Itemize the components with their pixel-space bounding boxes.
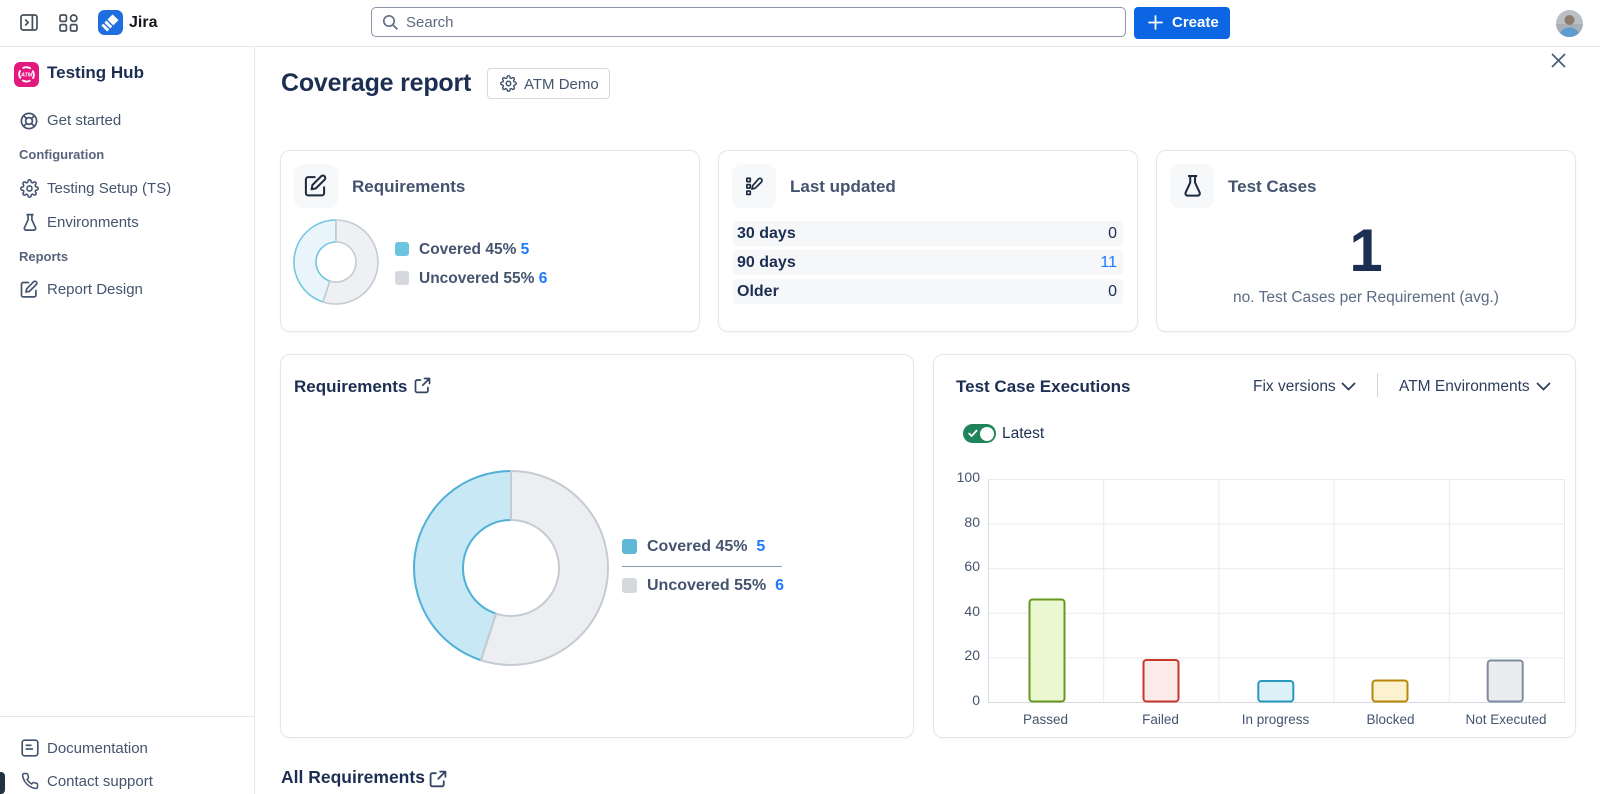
svg-text:ATM: ATM: [20, 73, 33, 79]
